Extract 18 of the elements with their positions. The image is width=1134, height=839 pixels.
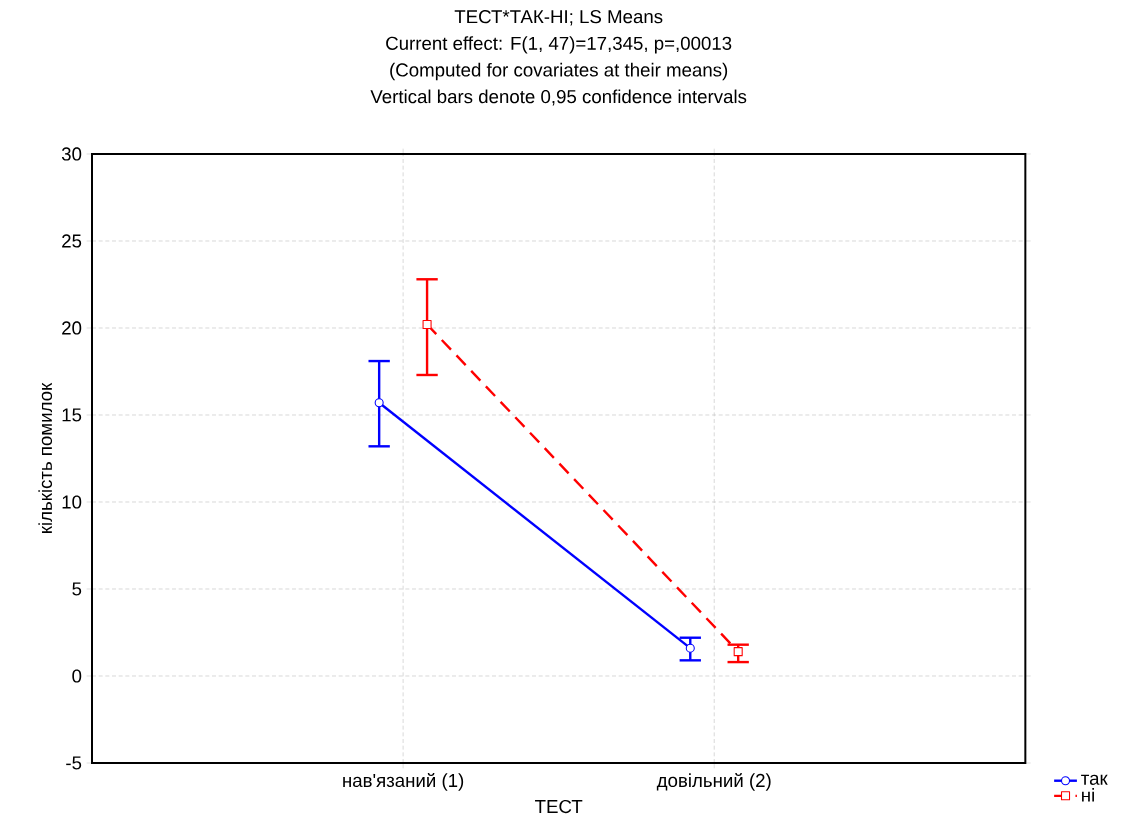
y-tick-label: 15 (62, 408, 82, 422)
y-axis-title: кількість помилок (38, 382, 53, 533)
legend-label: ні (1082, 788, 1094, 802)
text: Vertical bars denote 0,95 confidence intervals (370, 89, 747, 106)
x-tick-label: нав'язаний (1) (343, 773, 464, 791)
x-axis-title: ТЕСТ (535, 799, 583, 814)
y-tick-label: 30 (61, 147, 82, 161)
y-tick-label: 10 (62, 495, 82, 509)
legend-label: так (1081, 774, 1108, 785)
y-tick-label: 0 (72, 669, 82, 683)
chart-title: ТЕСТ*ТАК-НІ; LS Means (454, 10, 663, 26)
text: (Computed for covariates at their means) (390, 62, 728, 81)
chart-subtitle: Current effect: F(1, 47)=17,345, p=,00013 (386, 36, 732, 54)
y-tick-label: 25 (62, 234, 82, 248)
y-tick-label: 20 (62, 321, 82, 335)
x-tick-label: довільний (2) (656, 773, 771, 791)
y-tick-label: 5 (72, 582, 82, 596)
y-tick-label: -5 (66, 756, 82, 770)
